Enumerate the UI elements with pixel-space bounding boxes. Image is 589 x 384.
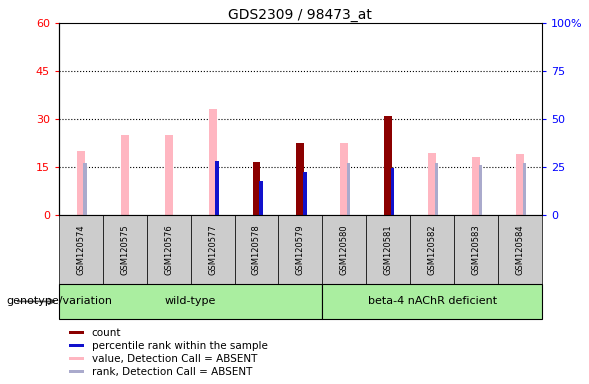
Bar bbox=[479, 165, 482, 215]
Bar bbox=[209, 109, 217, 215]
Text: percentile rank within the sample: percentile rank within the sample bbox=[92, 341, 267, 351]
Bar bbox=[322, 215, 366, 284]
Bar bbox=[103, 215, 147, 284]
Bar bbox=[68, 344, 84, 347]
Bar bbox=[84, 163, 87, 215]
Bar bbox=[68, 370, 84, 373]
Bar bbox=[366, 215, 410, 284]
Title: GDS2309 / 98473_at: GDS2309 / 98473_at bbox=[229, 8, 372, 22]
Bar bbox=[296, 143, 305, 215]
Text: GSM120574: GSM120574 bbox=[77, 224, 85, 275]
Bar bbox=[384, 116, 392, 215]
Text: wild-type: wild-type bbox=[165, 296, 216, 306]
Text: GSM120584: GSM120584 bbox=[515, 224, 524, 275]
Bar bbox=[77, 151, 85, 215]
Bar bbox=[340, 143, 348, 215]
Bar bbox=[279, 215, 322, 284]
Bar bbox=[347, 163, 350, 215]
Bar bbox=[322, 284, 542, 319]
Bar bbox=[472, 157, 480, 215]
Text: GSM120576: GSM120576 bbox=[164, 224, 173, 275]
Text: rank, Detection Call = ABSENT: rank, Detection Call = ABSENT bbox=[92, 367, 252, 377]
Bar bbox=[410, 215, 454, 284]
Bar bbox=[215, 161, 219, 215]
Text: GSM120580: GSM120580 bbox=[340, 224, 349, 275]
Text: GSM120579: GSM120579 bbox=[296, 224, 305, 275]
Bar bbox=[147, 215, 191, 284]
Bar bbox=[165, 135, 173, 215]
Bar bbox=[59, 284, 322, 319]
Text: genotype/variation: genotype/variation bbox=[6, 296, 112, 306]
Bar bbox=[522, 163, 526, 215]
Bar bbox=[428, 153, 436, 215]
Bar bbox=[498, 215, 542, 284]
Bar bbox=[121, 135, 129, 215]
Bar bbox=[303, 172, 306, 215]
Bar bbox=[191, 215, 234, 284]
Bar bbox=[391, 168, 395, 215]
Bar bbox=[68, 357, 84, 360]
Text: value, Detection Call = ABSENT: value, Detection Call = ABSENT bbox=[92, 354, 257, 364]
Text: GSM120583: GSM120583 bbox=[472, 224, 481, 275]
Bar bbox=[253, 162, 260, 215]
Text: count: count bbox=[92, 328, 121, 338]
Bar bbox=[516, 154, 524, 215]
Text: beta-4 nAChR deficient: beta-4 nAChR deficient bbox=[368, 296, 497, 306]
Text: GSM120577: GSM120577 bbox=[208, 224, 217, 275]
Bar bbox=[59, 215, 103, 284]
Text: GSM120575: GSM120575 bbox=[120, 224, 129, 275]
Text: GSM120578: GSM120578 bbox=[252, 224, 261, 275]
Text: GSM120582: GSM120582 bbox=[428, 224, 436, 275]
Bar bbox=[435, 163, 438, 215]
Bar bbox=[454, 215, 498, 284]
Bar bbox=[234, 215, 279, 284]
Text: GSM120581: GSM120581 bbox=[383, 224, 393, 275]
Bar bbox=[259, 182, 263, 215]
Bar bbox=[68, 331, 84, 334]
